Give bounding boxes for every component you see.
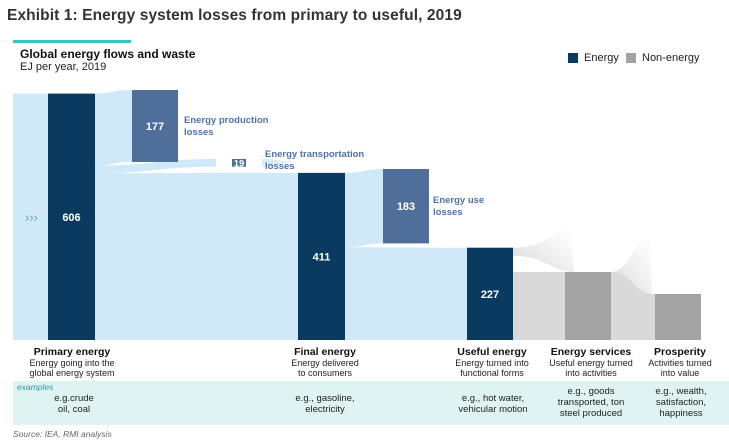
stage-prosperity-desc: Activities turned into value <box>648 358 712 378</box>
example-final: e.g., gasoline, electricity <box>295 393 355 415</box>
example-prosperity: e.g., wealth, satisfaction, happiness <box>655 386 707 419</box>
stage-primary: Primary energy Energy going into the glo… <box>17 346 127 378</box>
source-note: Source: IEA, RMI analysis <box>13 429 112 439</box>
flow-services-to-prosperity <box>611 272 655 340</box>
value-label-final: 411 <box>313 251 331 263</box>
chart-units: EJ per year, 2019 <box>20 61 107 73</box>
flow-services-fade <box>611 238 652 294</box>
exhibit-title: Exhibit 1: Energy system losses from pri… <box>7 7 462 24</box>
stage-services-title: Energy services <box>550 346 632 358</box>
flow-transport-losses <box>95 159 216 174</box>
bar-useful-energy <box>467 247 513 340</box>
value-label-useful: 227 <box>481 289 499 301</box>
legend-energy-label: Energy <box>584 52 619 64</box>
legend-non-energy-label: Non-energy <box>642 52 700 64</box>
stage-useful: Useful energy Energy turned into functio… <box>452 346 532 378</box>
stage-primary-desc: Energy going into the global energy syst… <box>29 358 115 378</box>
value-label-transport-losses: 19 <box>234 158 245 169</box>
chart-subtitle: Global energy flows and waste <box>20 47 196 61</box>
flow-transport-tail <box>262 159 298 167</box>
stage-services-desc: Useful energy turned into activities <box>549 358 633 378</box>
flow-final-to-useful <box>345 247 467 340</box>
stage-prosperity: Prosperity Activities turned into value <box>645 346 715 378</box>
bar-final-energy <box>298 172 345 340</box>
stage-final-desc: Energy delivered to consumers <box>291 358 359 378</box>
value-label-primary: 606 <box>62 212 80 224</box>
bar-prosperity <box>655 294 701 340</box>
bar-production-losses <box>132 90 178 162</box>
stage-final-title: Final energy <box>294 346 356 358</box>
legend-energy-swatch <box>568 53 578 63</box>
annotation-use-losses: Energy use losses <box>433 195 484 218</box>
example-useful: e.g., hot water, vehicular motion <box>458 393 528 415</box>
legend-energy: Energy <box>568 52 619 64</box>
example-services: e.g., goods transported, ton steel produ… <box>557 386 625 419</box>
bar-transport-losses <box>232 159 246 167</box>
flow-primary-to-final <box>95 172 298 340</box>
flow-production-losses <box>95 90 132 166</box>
bar-energy-services <box>565 272 611 340</box>
stage-useful-title: Useful energy <box>457 346 527 358</box>
title-accent-line <box>13 40 131 43</box>
stage-services: Energy services Useful energy turned int… <box>548 346 634 378</box>
bar-primary-energy <box>48 93 95 340</box>
value-label-use-losses: 183 <box>397 201 415 213</box>
annotation-transport-losses: Energy transportation losses <box>265 149 364 172</box>
examples-label: examples <box>17 382 54 392</box>
flow-useful-to-services <box>513 272 565 340</box>
example-primary: e.g.crude oil, coal <box>54 393 94 415</box>
legend-non-energy-swatch <box>626 53 636 63</box>
flow-use-losses <box>345 169 383 248</box>
stage-prosperity-title: Prosperity <box>654 346 706 358</box>
legend-non-energy: Non-energy <box>626 52 699 64</box>
bar-use-losses <box>383 169 429 244</box>
inflow-chevrons-icon: ››› <box>25 210 38 225</box>
stage-primary-title: Primary energy <box>33 346 111 358</box>
flow-useful-fade <box>513 228 574 272</box>
annotation-production-losses: Energy production losses <box>184 115 269 138</box>
stage-final: Final energy Energy delivered to consume… <box>288 346 362 378</box>
value-label-production-losses: 177 <box>146 121 164 133</box>
primary-inflow <box>13 93 48 340</box>
stage-useful-desc: Energy turned into functional forms <box>455 358 529 378</box>
examples-band <box>13 381 729 425</box>
